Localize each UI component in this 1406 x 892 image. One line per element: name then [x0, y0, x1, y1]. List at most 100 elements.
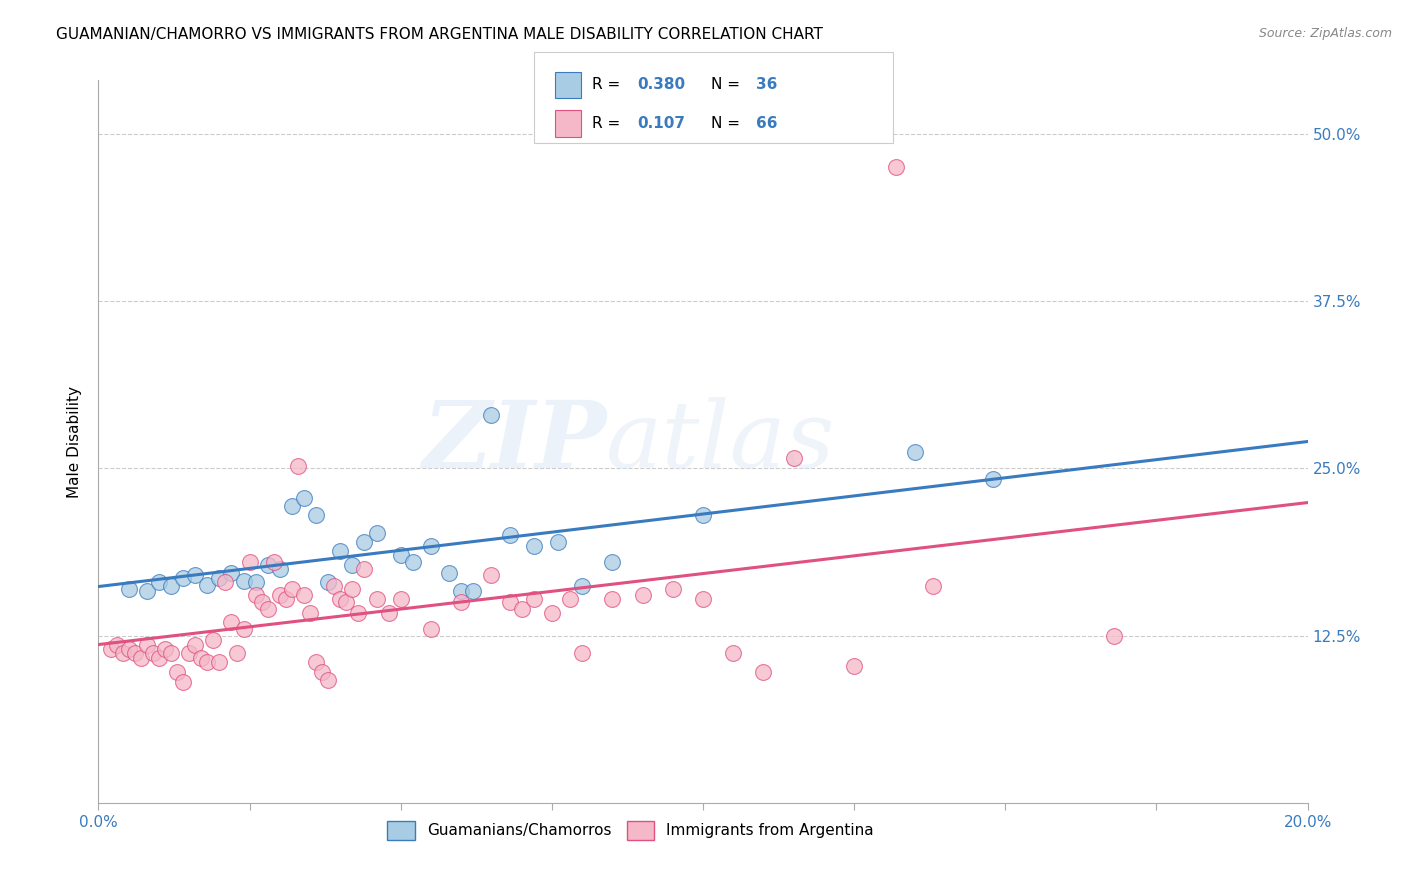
Point — [342, 582, 364, 596]
Point — [111, 646, 134, 660]
Point — [232, 622, 254, 636]
Point — [179, 646, 201, 660]
Point — [353, 534, 375, 549]
Point — [921, 579, 943, 593]
Point — [353, 562, 375, 576]
Point — [329, 544, 352, 558]
Point — [292, 589, 315, 603]
Text: N =: N = — [711, 78, 745, 93]
Point — [723, 646, 745, 660]
Point — [602, 555, 624, 569]
Point — [105, 638, 128, 652]
Point — [184, 638, 207, 652]
Point — [100, 642, 122, 657]
Point — [256, 558, 278, 572]
Point — [281, 582, 304, 596]
Point — [329, 592, 352, 607]
Point — [281, 499, 304, 513]
Point — [571, 579, 593, 593]
Y-axis label: Male Disability: Male Disability — [67, 385, 83, 498]
Point — [221, 566, 243, 580]
Point — [195, 578, 218, 592]
Point — [366, 525, 388, 540]
Point — [661, 582, 683, 596]
Point — [118, 582, 141, 596]
Point — [305, 508, 328, 523]
Point — [844, 659, 866, 673]
Point — [148, 651, 170, 665]
Point — [256, 602, 278, 616]
Point — [420, 539, 443, 553]
Point — [558, 592, 581, 607]
Text: ZIP: ZIP — [422, 397, 606, 486]
Point — [292, 491, 315, 505]
Point — [389, 548, 412, 563]
Point — [366, 592, 388, 607]
Point — [389, 592, 412, 607]
Point — [481, 408, 503, 422]
Point — [783, 450, 806, 465]
Point — [226, 646, 249, 660]
Point — [311, 665, 333, 679]
Point — [481, 568, 503, 582]
Point — [172, 571, 194, 585]
Text: Source: ZipAtlas.com: Source: ZipAtlas.com — [1258, 27, 1392, 40]
Point — [299, 606, 322, 620]
Point — [540, 606, 562, 620]
Text: R =: R = — [592, 78, 626, 93]
Point — [239, 555, 262, 569]
Point — [190, 651, 212, 665]
Text: 0.380: 0.380 — [637, 78, 685, 93]
Point — [335, 595, 357, 609]
Point — [692, 508, 714, 523]
Point — [377, 606, 399, 620]
Point — [250, 595, 273, 609]
Point — [172, 675, 194, 690]
Point — [129, 651, 152, 665]
Point — [202, 632, 225, 647]
Point — [904, 445, 927, 459]
Point — [160, 646, 183, 660]
Point — [523, 592, 546, 607]
Point — [510, 602, 533, 616]
Point — [323, 579, 346, 593]
Point — [402, 555, 425, 569]
Point — [214, 575, 236, 590]
Point — [523, 539, 546, 553]
Point — [692, 592, 714, 607]
Point — [221, 615, 243, 630]
Point — [195, 655, 218, 669]
Point — [631, 589, 654, 603]
Point — [316, 575, 339, 590]
Point — [160, 579, 183, 593]
Text: 66: 66 — [756, 116, 778, 131]
Point — [274, 592, 297, 607]
Point — [142, 646, 165, 660]
Text: 36: 36 — [756, 78, 778, 93]
Point — [184, 568, 207, 582]
Point — [450, 584, 472, 599]
Point — [135, 584, 157, 599]
Point — [450, 595, 472, 609]
Point — [135, 638, 157, 652]
Point — [498, 528, 520, 542]
Point — [148, 575, 170, 590]
Point — [245, 589, 267, 603]
Point — [232, 574, 254, 588]
Point — [118, 642, 141, 657]
Point — [166, 665, 188, 679]
Point — [263, 555, 285, 569]
Text: GUAMANIAN/CHAMORRO VS IMMIGRANTS FROM ARGENTINA MALE DISABILITY CORRELATION CHAR: GUAMANIAN/CHAMORRO VS IMMIGRANTS FROM AR… — [56, 27, 823, 42]
Text: R =: R = — [592, 116, 626, 131]
Text: N =: N = — [711, 116, 745, 131]
Point — [124, 646, 146, 660]
Point — [981, 472, 1004, 486]
Point — [1102, 628, 1125, 642]
Text: 0.107: 0.107 — [637, 116, 685, 131]
Point — [347, 606, 370, 620]
Point — [886, 161, 908, 175]
Point — [287, 458, 309, 473]
Point — [463, 584, 485, 599]
Point — [547, 534, 569, 549]
Point — [752, 665, 775, 679]
